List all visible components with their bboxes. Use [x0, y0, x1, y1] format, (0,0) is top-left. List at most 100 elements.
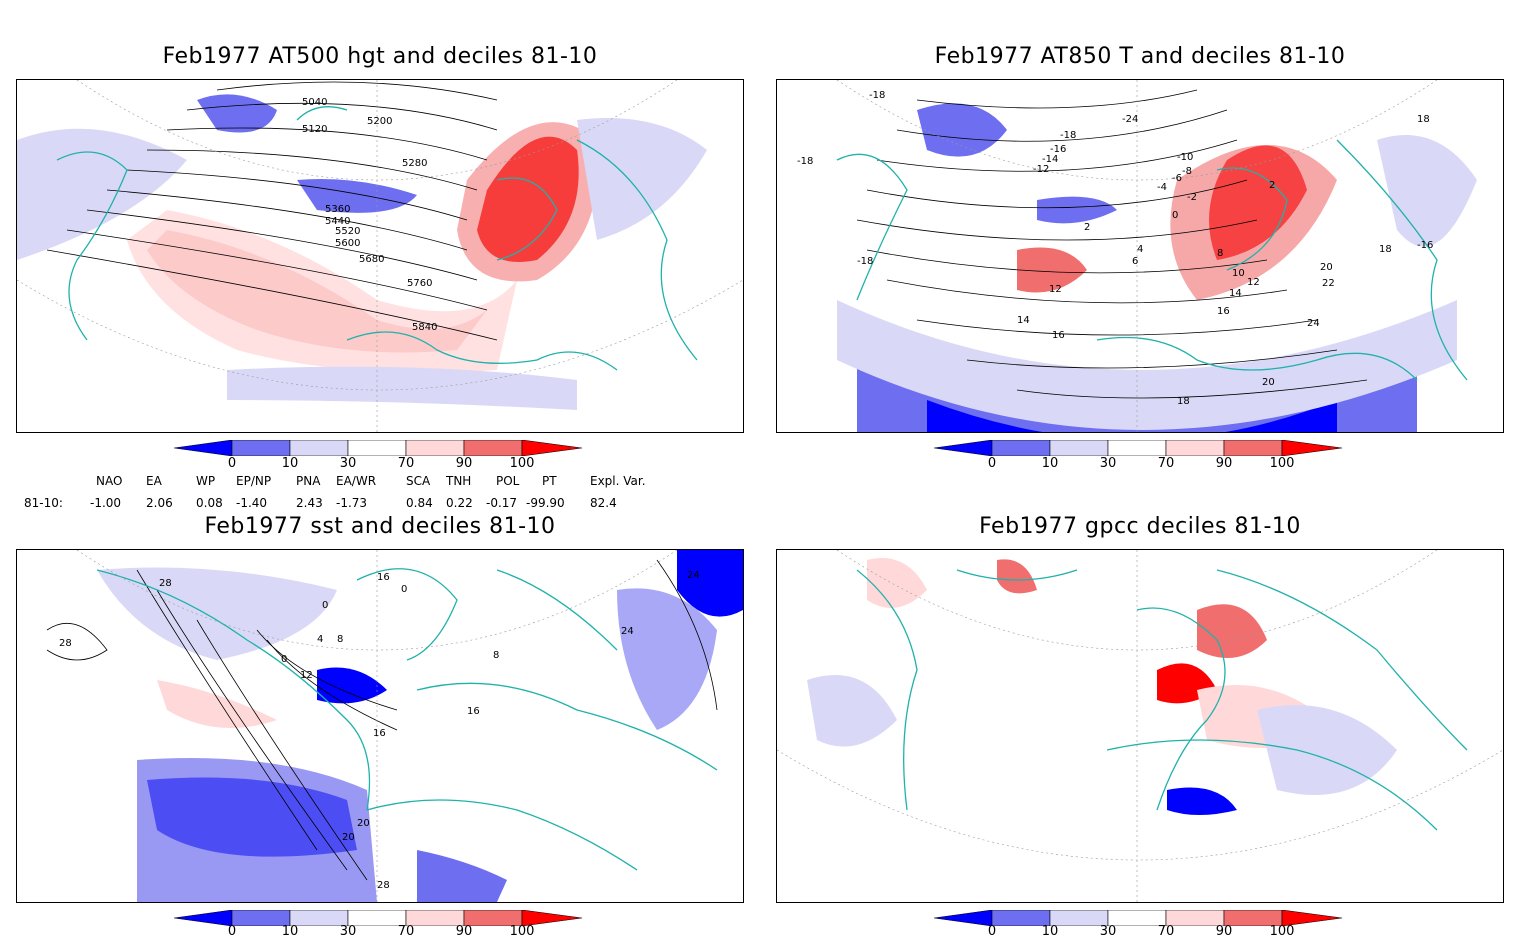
colorbar-label: 0	[987, 924, 997, 939]
contour-label: 20	[357, 818, 370, 829]
map-at850: -24 -18 -16 -14 -12 -10 -8 -6 -4 -2 0 2 …	[776, 79, 1504, 433]
colorbar-at850: 0 10 30 70 90 100	[934, 440, 1344, 482]
contour-label: 28	[377, 880, 390, 891]
contour-label: 5520	[335, 226, 360, 237]
shade-blue-ne	[677, 550, 743, 617]
shade-blue-right	[1377, 135, 1477, 247]
contour-label: 8	[337, 634, 343, 645]
colorbar-label: 30	[1099, 924, 1117, 939]
index-name: NAO	[96, 474, 123, 488]
contour-label: -8	[1182, 166, 1192, 177]
index-name: WP	[196, 474, 216, 488]
contour-label: -18	[869, 90, 885, 101]
shade-blue-top	[197, 94, 277, 133]
index-value: -1.00	[90, 496, 122, 510]
contour-label: -16	[1417, 240, 1433, 251]
colorbar-label: 10	[1041, 456, 1059, 471]
index-value: 0.22	[446, 496, 473, 510]
colorbar-swatch	[934, 440, 993, 456]
colorbar-label: 70	[397, 456, 415, 471]
contour-label: 24	[1307, 318, 1320, 329]
grid-lines	[777, 550, 1503, 902]
index-value: 2.06	[146, 496, 173, 510]
shade-blue-mid	[1037, 196, 1117, 224]
map-gpcc-canvas	[777, 550, 1503, 902]
shade-light-blue-right	[577, 118, 707, 240]
colorbar-label: 70	[397, 924, 415, 939]
contour-label: 5280	[402, 158, 427, 169]
shade-blue-bottom	[417, 850, 507, 902]
panel-title-gpcc: Feb1977 gpcc deciles 81-10	[979, 514, 1301, 539]
colorbar-label: 100	[509, 456, 535, 471]
colorbar-label: 0	[227, 456, 237, 471]
height-contours	[46, 81, 498, 341]
colorbar-scale	[174, 910, 583, 926]
index-value: 82.4	[590, 496, 617, 510]
shade-red-patch	[1197, 604, 1267, 658]
colorbar-swatch	[1049, 440, 1109, 456]
map-at500: 5040 5120 5200 5280 5360 5440 5520 5600 …	[16, 79, 744, 433]
index-name: PNA	[296, 474, 321, 488]
shade-blue-mid	[317, 667, 387, 704]
contour-label: 16	[377, 572, 390, 583]
coastlines	[56, 106, 698, 371]
contour-label: 24	[687, 570, 700, 581]
colorbar-label: 0	[987, 456, 997, 471]
colorbar-label: 100	[1269, 924, 1295, 939]
contour-label: 5120	[302, 124, 327, 135]
coastlines	[856, 569, 1468, 831]
colorbar-scale	[934, 910, 1343, 926]
shade-light-blue-band	[837, 300, 1457, 430]
shade-light-red	[867, 558, 927, 608]
colorbar-swatch	[991, 440, 1051, 456]
contour-label: 5680	[359, 254, 384, 265]
shade-light-blue	[807, 675, 897, 747]
colorbar-sst: 0 10 30 70 90 100	[174, 910, 584, 939]
shade-blue-top	[917, 103, 1007, 157]
contour-label: 18	[1177, 396, 1190, 407]
index-name: PT	[542, 474, 557, 488]
contour-label: 5840	[412, 322, 437, 333]
contour-label: -16	[1050, 144, 1066, 155]
contour-label: 5360	[325, 204, 350, 215]
contour-label: 5600	[335, 238, 360, 249]
colorbar-label: 10	[1041, 924, 1059, 939]
contour-label: 28	[59, 638, 72, 649]
colorbar-label: 90	[455, 456, 473, 471]
shade-blue-bottom-core	[927, 400, 1337, 432]
contour-label: 20	[342, 832, 355, 843]
index-name: EA/WR	[336, 474, 377, 488]
shade-blue-sw-outer	[137, 758, 377, 902]
index-name: Expl. Var.	[590, 474, 646, 488]
colorbar-label: 10	[281, 456, 299, 471]
shade-light-blue-ne	[617, 588, 717, 730]
contour-label: 16	[1052, 330, 1065, 341]
shade-light-blue	[17, 128, 187, 260]
colorbar-label: 100	[1269, 456, 1295, 471]
panel-title-at500: Feb1977 AT500 hgt and deciles 81-10	[162, 44, 598, 69]
colorbar-label: 70	[1157, 456, 1175, 471]
contour-label: 24	[621, 626, 634, 637]
contour-label: -6	[1172, 173, 1182, 184]
shade-red-core-outer	[457, 122, 599, 282]
contour-label: 18	[1417, 114, 1430, 125]
contour-label: 2	[1084, 222, 1090, 233]
colorbar-at500: 0 10 30 70 90 100	[174, 440, 584, 482]
contour-label: 6	[1132, 256, 1138, 267]
contour-label: 12	[1049, 284, 1062, 295]
colorbar-swatch	[463, 440, 523, 456]
colorbar-swatch	[521, 910, 583, 926]
contour-label: -18	[797, 156, 813, 167]
colorbar-label: 30	[339, 924, 357, 939]
contour-label: -10	[1177, 152, 1193, 163]
colorbar-label: 90	[1215, 456, 1233, 471]
colorbar-label: 70	[1157, 924, 1175, 939]
colorbar-swatch	[174, 440, 233, 456]
shade-light-blue	[1257, 705, 1397, 795]
index-name: SCA	[406, 474, 431, 488]
map-gpcc	[776, 549, 1504, 903]
contour-label: -18	[1060, 130, 1076, 141]
colorbar-swatch	[1281, 440, 1343, 456]
contour-label: 12	[1247, 277, 1260, 288]
contour-label: 20	[1320, 262, 1333, 273]
